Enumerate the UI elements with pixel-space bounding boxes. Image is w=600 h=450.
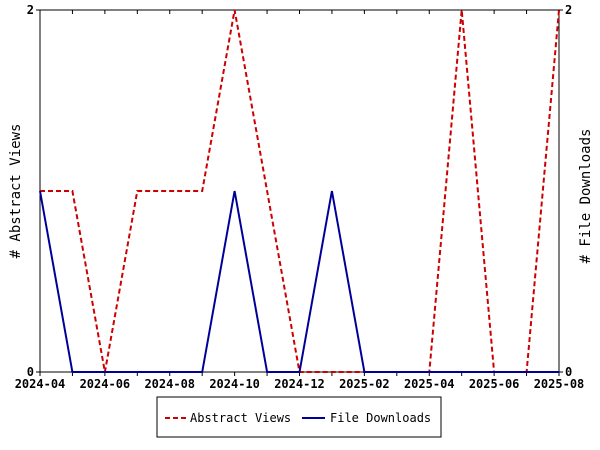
x-tick-label: 2025-06: [469, 377, 520, 391]
right-y-tick-label: 0: [565, 365, 572, 379]
x-tick-label: 2025-04: [404, 377, 455, 391]
right-y-axis-title: # File Downloads: [578, 129, 594, 264]
x-tick-label: 2024-10: [209, 377, 260, 391]
legend-label-file-downloads: File Downloads: [330, 411, 431, 425]
series-lines: [39, 9, 560, 373]
left-y-axis-title: # Abstract Views: [8, 124, 24, 259]
x-tick-label: 2024-06: [80, 377, 131, 391]
x-tick-label: 2025-08: [534, 377, 585, 391]
plot-area: [39, 9, 560, 373]
x-tick-label: 2025-02: [339, 377, 390, 391]
x-tick-label: 2024-04: [15, 377, 66, 391]
legend-box: [156, 396, 442, 438]
legend: Abstract Views File Downloads: [156, 396, 442, 438]
left-y-axis-ticks: 02: [27, 3, 40, 379]
right-y-axis-ticks: 02: [559, 3, 572, 379]
left-y-tick-label: 0: [27, 365, 34, 379]
series-line-file-downloads: [39, 190, 559, 373]
x-tick-label: 2024-08: [144, 377, 195, 391]
x-tick-label: 2024-12: [274, 377, 325, 391]
legend-label-abstract-views: Abstract Views: [190, 411, 291, 425]
right-y-tick-label: 2: [565, 3, 572, 17]
left-y-tick-label: 2: [27, 3, 34, 17]
